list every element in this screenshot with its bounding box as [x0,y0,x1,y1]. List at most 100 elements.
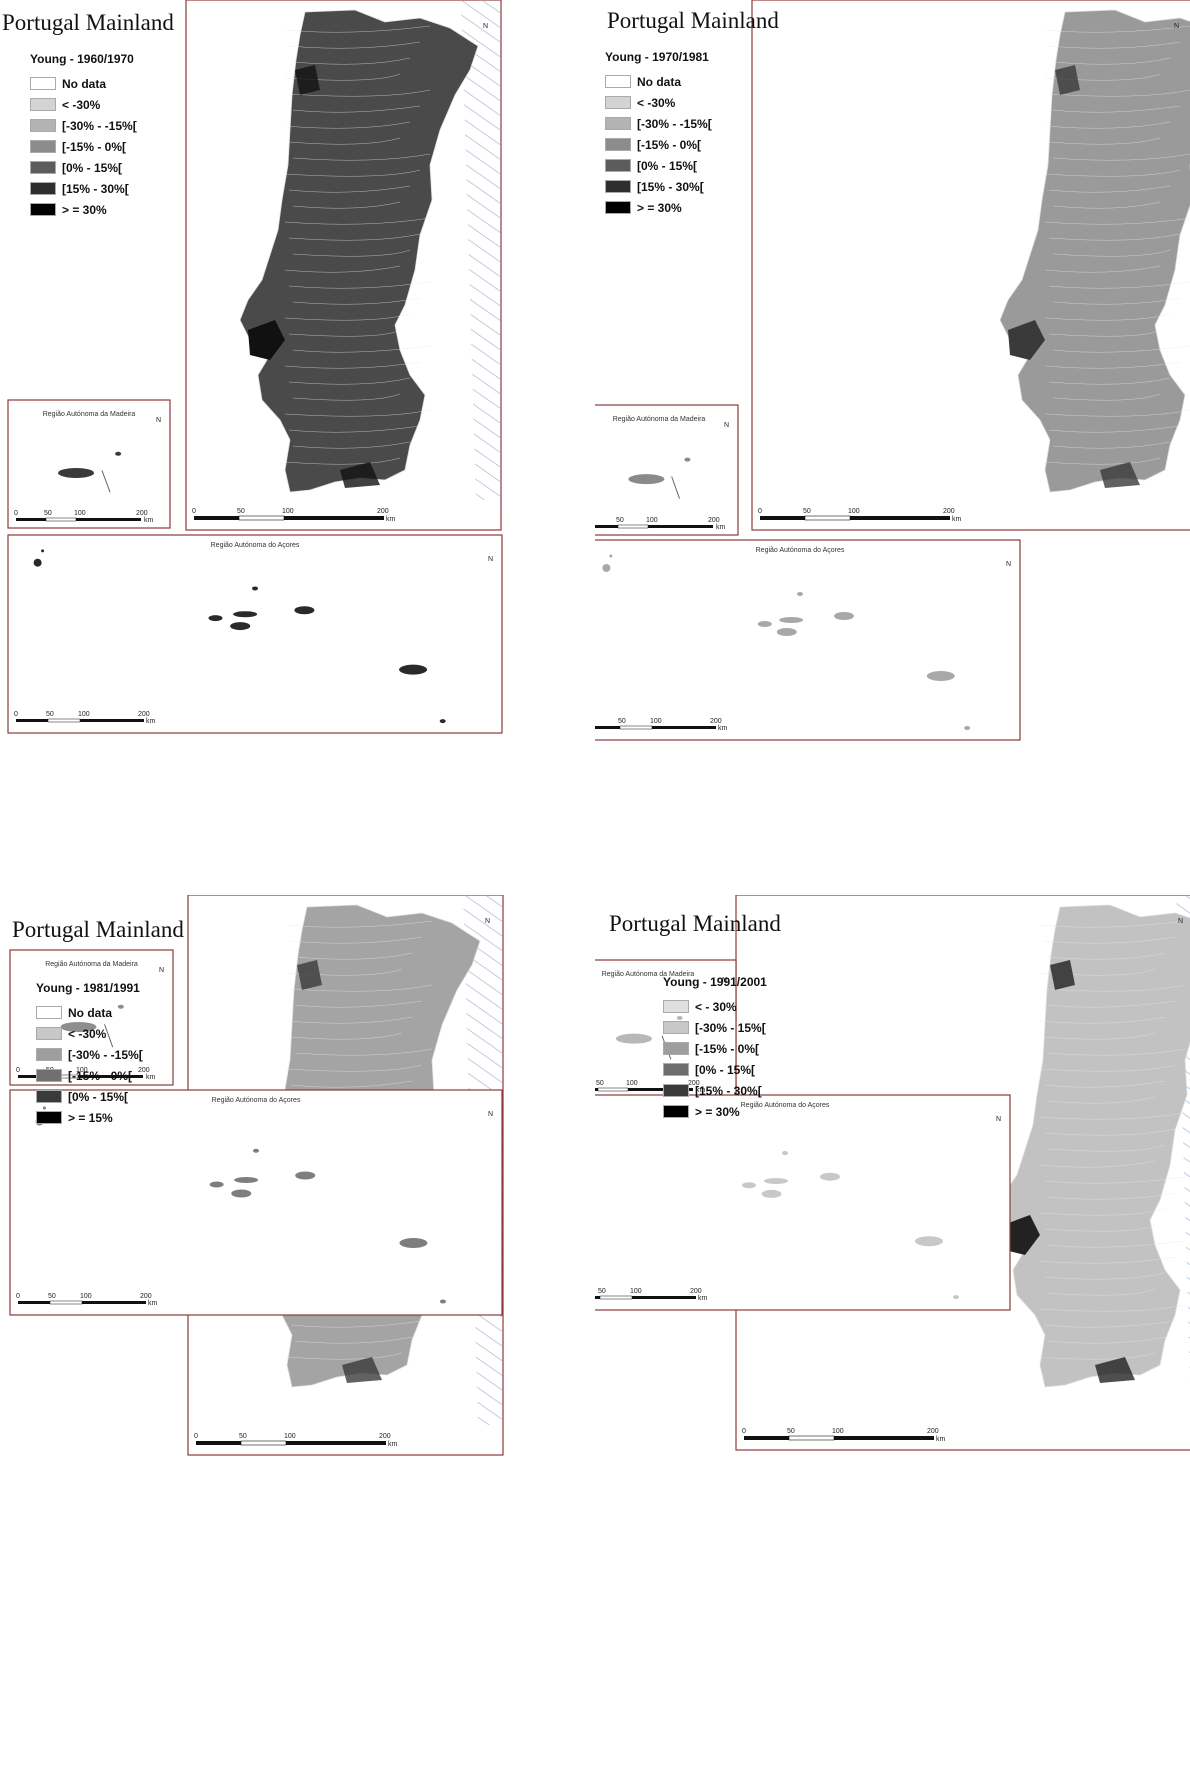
legend-label: [-15% - 0%[ [637,137,702,152]
legend-swatch [663,1105,689,1118]
scale-label: 100 [646,517,658,524]
legend-swatch [30,203,56,216]
legend-label: < -30% [637,95,676,110]
legend-label: [15% - 30%[ [695,1083,762,1098]
legend-title: Young - 1960/1970 [30,52,134,66]
scale-unit: km [146,1074,156,1081]
legend-swatch [36,1090,62,1103]
legend-label: > = 30% [637,200,682,215]
scale-label: 100 [282,508,294,515]
legend-label: > = 30% [62,202,107,217]
scale-label: 50 [787,1428,795,1435]
scale-label: 100 [626,1080,638,1087]
legend-swatch [605,117,631,130]
azores-inset-title: Região Autónoma do Açores [741,1102,830,1109]
legend-item: [-30% - -15%[ [605,113,712,134]
legend-item: [-15% - 0%[ [36,1065,143,1086]
scale-unit: km [936,1436,946,1443]
legend-swatch [605,180,631,193]
legend-title: Young - 1970/1981 [605,50,709,64]
legend-swatch [605,75,631,88]
legend-label: > = 15% [68,1110,113,1125]
scale-unit: km [952,516,962,523]
scale-label: 200 [138,1067,150,1074]
scale-label: 200 [708,517,720,524]
north-arrow-icon: N [722,977,727,984]
azores-inset-title: Região Autónoma do Açores [212,1097,301,1104]
legend-swatch [605,96,631,109]
north-arrow-icon: N [483,23,488,30]
legend-item: < -30% [36,1023,143,1044]
legend-item: No data [36,1002,143,1023]
scale-label: 200 [379,1433,391,1440]
scale-label: 100 [832,1428,844,1435]
legend-item: [-30% - 15%[ [663,1017,767,1038]
spain-hatch [461,0,501,500]
scale-label: 200 [943,508,955,515]
legend-item: [-15% - 0%[ [30,136,137,157]
legend-label: [-30% - -15%[ [62,118,137,133]
legend-swatch [36,1111,62,1124]
legend-label: [-15% - 0%[ [68,1068,133,1083]
legend-item: > = 15% [36,1107,143,1128]
legend: Young - 1960/1970 No data < -30% [-30% - -… [30,52,137,220]
madeira-inset-frame [7,399,171,529]
legend-swatch [30,77,56,90]
legend-item: [0% - 15%[ [36,1086,143,1107]
scale-label: 50 [237,508,245,515]
madeira-inset-frame [595,404,739,536]
legend-item: > = 30% [663,1101,767,1122]
scale-label: 0 [194,1433,198,1440]
legend-item: No data [30,73,137,94]
legend-item: > = 30% [30,199,137,220]
legend-label: > = 30% [695,1104,740,1119]
scale-label: 100 [80,1293,92,1300]
legend: Young - 1970/1981 No data < -30% [-30% - -… [605,50,712,218]
madeira-inset-title: Região Autónoma da Madeira [45,961,138,968]
scale-label: 0 [16,1067,20,1074]
legend-item: < -30% [30,94,137,115]
legend-swatch [30,182,56,195]
legend-label: < - 30% [695,999,737,1014]
north-arrow-icon: N [485,918,490,925]
madeira-inset-title: Região Autónoma da Madeira [43,411,136,418]
azores-inset-frame [595,1094,1011,1311]
legend-item: > = 30% [605,197,712,218]
scale-label: 50 [239,1433,247,1440]
scale-unit: km [148,1300,158,1307]
legend-label: [0% - 15%[ [637,158,698,173]
scale-unit: km [144,517,154,524]
scale-label: 100 [74,510,86,517]
north-arrow-icon: N [1178,918,1183,925]
scale-label: 100 [284,1433,296,1440]
north-arrow-icon: N [488,1111,493,1118]
scale-label: 50 [596,1080,604,1087]
legend-swatch [605,201,631,214]
scale-label: 200 [377,508,389,515]
azores-inset-frame [7,534,503,734]
scale-label: 200 [136,510,148,517]
scale-label: 100 [630,1288,642,1295]
legend-item: [-15% - 0%[ [663,1038,767,1059]
map-panel-1960-1970: N 0 50 100 200 km Região Autónoma da Madeira N 0… [0,0,595,880]
legend-label: No data [68,1005,113,1020]
legend-label: < -30% [62,97,101,112]
legend-label: [15% - 30%[ [637,179,704,194]
legend-label: [-30% - -15%[ [68,1047,143,1062]
scale-label: 50 [48,1293,56,1300]
legend-label: No data [62,76,107,91]
scale-label: 50 [616,517,624,524]
legend-swatch [605,138,631,151]
legend-label: [0% - 15%[ [695,1062,756,1077]
scale-label: 200 [710,718,722,725]
legend-swatch [663,1021,689,1034]
legend-item: [0% - 15%[ [30,157,137,178]
legend-title: Young - 1991/2001 [663,975,767,989]
scale-unit: km [146,718,156,725]
map-panel-1981-1991: N 0 50 100 200 km Região Autónoma da Madeira N 0… [0,895,595,1775]
